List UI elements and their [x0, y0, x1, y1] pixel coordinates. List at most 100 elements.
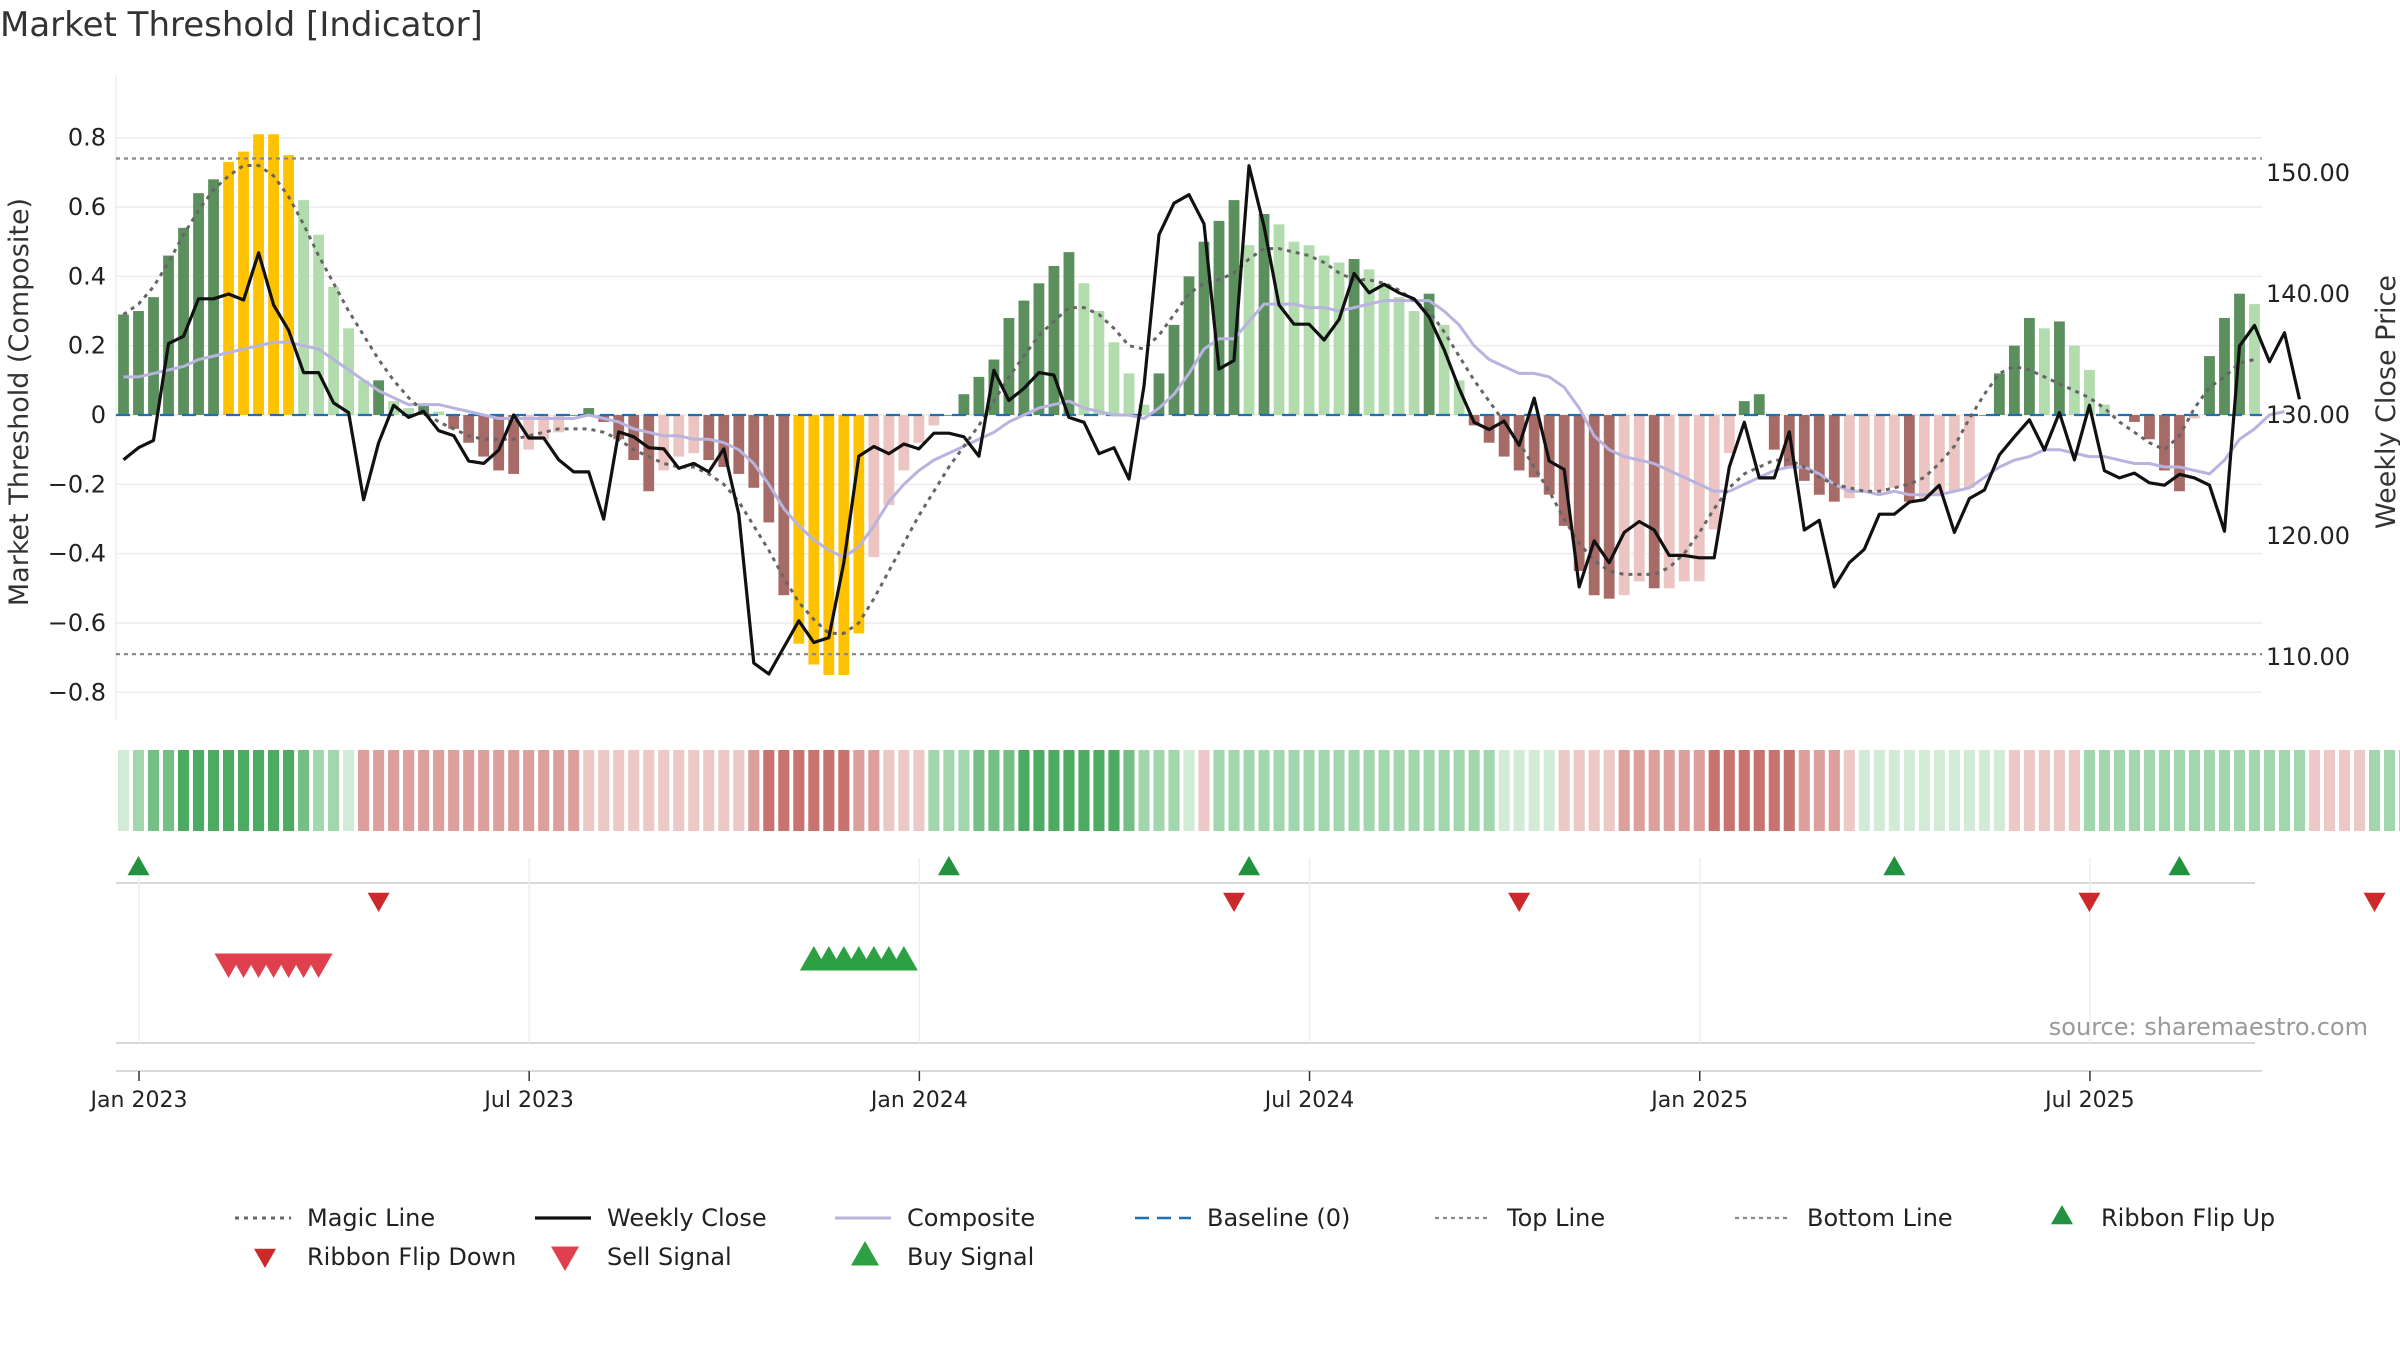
- ribbon-cell: [523, 750, 535, 831]
- ribbon-cell: [583, 750, 595, 831]
- composite-bar: [1798, 415, 1810, 481]
- ribbon-cell: [283, 750, 295, 831]
- ribbon-cell: [1438, 750, 1450, 831]
- ribbon-cell: [1198, 750, 1210, 831]
- composite-bar: [1498, 415, 1510, 457]
- composite-bar: [1453, 380, 1465, 415]
- composite-bar: [1363, 269, 1375, 415]
- legend-label: Magic Line: [307, 1204, 435, 1232]
- ribbon-cell: [2384, 750, 2396, 831]
- ribbon-cell: [1618, 750, 1630, 831]
- composite-bar: [2129, 415, 2140, 422]
- composite-bar: [1078, 283, 1090, 415]
- composite-bar: [1903, 415, 1915, 502]
- ribbon-cell: [2218, 750, 2231, 831]
- ribbon-cell: [373, 750, 385, 831]
- ribbon-cell: [1948, 750, 1960, 831]
- composite-bar: [1258, 213, 1270, 415]
- composite-bar: [493, 415, 505, 471]
- composite-bar: [2099, 404, 2110, 415]
- x-tick-label: Jul 2025: [2043, 1088, 2135, 1113]
- ribbon-cell: [1453, 750, 1465, 831]
- ribbon-flip-up-marker: [2168, 856, 2191, 876]
- ribbon-cell: [478, 750, 490, 831]
- composite-bar: [253, 134, 264, 416]
- legend-item-sell: Sell Signal: [551, 1243, 732, 1271]
- composite-bar: [688, 415, 700, 454]
- composite-bar: [1423, 293, 1435, 415]
- ribbon-cell: [1723, 750, 1735, 831]
- ribbon-cell: [162, 750, 175, 831]
- ribbon-cell: [568, 750, 580, 831]
- ribbon-cell: [658, 750, 670, 831]
- composite-bar: [178, 227, 189, 415]
- composite-bar: [1843, 415, 1855, 499]
- legend-swatch-sell: [551, 1246, 579, 1271]
- ribbon-cell: [1813, 750, 1825, 831]
- composite-bar: [1918, 415, 1930, 499]
- ribbon-cell: [1363, 750, 1375, 831]
- ribbon-cell: [2068, 750, 2080, 831]
- ribbon-cell: [388, 750, 400, 831]
- composite-bar: [1183, 276, 1195, 415]
- ribbon-cell: [1873, 750, 1885, 831]
- ribbon-cell: [2188, 750, 2201, 831]
- ribbon-cell: [1303, 750, 1315, 831]
- ribbon-cell: [1228, 750, 1240, 831]
- composite-bar: [1033, 283, 1045, 415]
- legend-swatch-buy: [851, 1241, 879, 1266]
- composite-bar: [733, 415, 745, 474]
- composite-bar: [718, 415, 730, 467]
- composite-bar: [1813, 415, 1825, 495]
- composite-bar: [1063, 252, 1075, 415]
- composite-bar: [553, 415, 565, 433]
- ribbon-cell: [2248, 750, 2261, 831]
- ribbon-flip-down-marker: [2363, 892, 2386, 912]
- composite-bar: [823, 415, 835, 675]
- ribbon-cell: [2143, 750, 2156, 831]
- ribbon-cell: [868, 750, 880, 831]
- x-tick-label: Jul 2024: [1263, 1088, 1355, 1113]
- legend-item-flipup: Ribbon Flip Up: [2051, 1204, 2275, 1232]
- ribbon-cell: [433, 750, 445, 831]
- composite-bar: [1393, 297, 1405, 415]
- composite-bar: [988, 359, 1000, 415]
- composite-bar: [1873, 415, 1885, 492]
- composite-bar: [868, 415, 880, 558]
- ribbon-cell: [2158, 750, 2171, 831]
- composite-bar: [328, 286, 340, 415]
- ribbon-cell: [1588, 750, 1600, 831]
- ribbon-cell: [132, 750, 145, 831]
- buy-signal-marker: [889, 946, 918, 971]
- composite-bar: [1273, 224, 1285, 415]
- ribbon-cell: [313, 750, 325, 831]
- composite-bar: [433, 411, 445, 415]
- ribbon-cell: [2233, 750, 2246, 831]
- ribbon-cell: [1348, 750, 1360, 831]
- ribbon-cell: [1138, 750, 1150, 831]
- ribbon-cell: [2053, 750, 2065, 831]
- ribbon-cell: [1498, 750, 1510, 831]
- ribbon-cell: [913, 750, 925, 831]
- ribbon-cell: [1918, 750, 1930, 831]
- composite-bar: [2159, 415, 2170, 471]
- composite-bar: [958, 394, 970, 415]
- ribbon-cell: [1753, 750, 1765, 831]
- composite-bar: [358, 380, 370, 415]
- ribbon-cell: [1963, 750, 1975, 831]
- legend-label: Weekly Close: [607, 1204, 767, 1232]
- composite-bar: [1438, 324, 1450, 415]
- ribbon-cell: [1783, 750, 1795, 831]
- composite-bar: [538, 415, 550, 440]
- composite-bar: [1408, 311, 1420, 415]
- composite-bar: [2038, 328, 2050, 415]
- ribbon-flip-down-marker: [367, 892, 390, 912]
- composite-bar: [448, 415, 460, 429]
- ribbon-cell: [1048, 750, 1060, 831]
- composite-bar: [778, 415, 790, 596]
- ribbon-cell: [2023, 750, 2035, 831]
- composite-bar: [523, 415, 535, 450]
- ribbon-cell: [2323, 750, 2336, 831]
